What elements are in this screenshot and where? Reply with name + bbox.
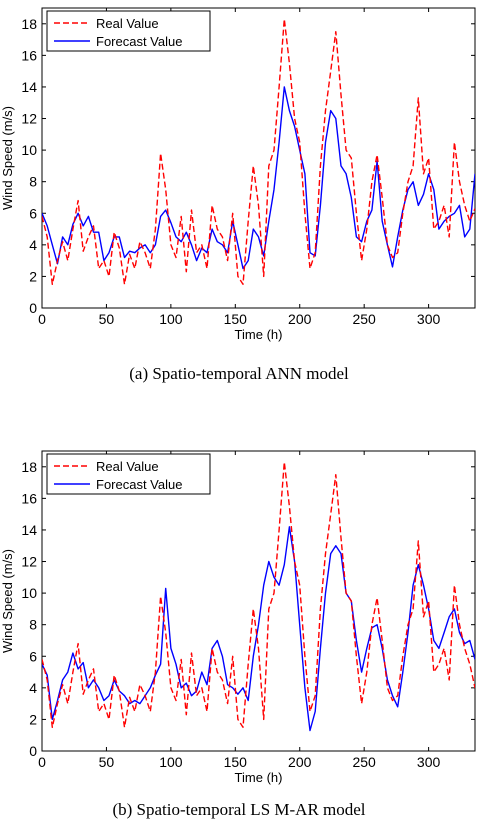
caption-a: (a) Spatio-temporal ANN model	[129, 364, 349, 383]
x-tick-label: 150	[224, 754, 248, 770]
x-tick-label: 300	[417, 754, 441, 770]
x-tick-label: 50	[99, 754, 115, 770]
legend-label: Real Value	[96, 16, 159, 31]
y-tick-label: 2	[29, 711, 37, 727]
legend-label: Forecast Value	[96, 34, 182, 49]
x-tick-label: 0	[38, 311, 46, 327]
x-tick-label: 100	[159, 311, 183, 327]
y-tick-label: 10	[21, 585, 37, 601]
plot-area	[41, 7, 476, 309]
legend: Real Value Forecast Value	[46, 453, 211, 495]
series-line-real-value	[42, 461, 475, 728]
series-line-real-value	[42, 18, 475, 285]
y-tick-label: 16	[21, 47, 37, 63]
x-tick-label: 50	[99, 311, 115, 327]
caption-b: (b) Spatio-temporal LS M-AR model	[112, 800, 366, 819]
x-tick-label: 0	[38, 754, 46, 770]
y-tick-label: 12	[21, 111, 37, 127]
x-tick-label: 100	[159, 754, 183, 770]
y-tick-label: 14	[21, 522, 37, 538]
legend-box	[46, 453, 211, 495]
x-tick-label: 200	[288, 311, 312, 327]
y-tick-label: 8	[29, 174, 37, 190]
y-tick-label: 16	[21, 490, 37, 506]
x-tick-label: 250	[352, 754, 376, 770]
chart-a: 0 50 100 150 200 250 300 0 2 4 6 8 10 12 14 16 18 Time (h…	[0, 7, 476, 342]
x-axis-label: Time (h)	[235, 327, 283, 342]
x-tick-label: 150	[224, 311, 248, 327]
y-tick-label: 6	[29, 648, 37, 664]
y-tick-label: 8	[29, 617, 37, 633]
y-tick-label: 10	[21, 142, 37, 158]
y-tick-label: 0	[29, 743, 37, 759]
y-tick-label: 2	[29, 268, 37, 284]
y-tick-label: 0	[29, 300, 37, 316]
y-tick-label: 18	[21, 16, 37, 32]
legend-box	[46, 10, 211, 52]
chart-b: 0 50 100 150 200 250 300 0 2 4 6 8 10 12 14 16 18 Time (h…	[0, 450, 476, 785]
legend-label: Real Value	[96, 459, 159, 474]
y-tick-label: 12	[21, 554, 37, 570]
y-tick-label: 6	[29, 205, 37, 221]
y-tick-label: 18	[21, 459, 37, 475]
y-axis-label: Wind Speed (m/s)	[0, 549, 15, 653]
y-tick-label: 4	[29, 680, 37, 696]
y-axis-label: Wind Speed (m/s)	[0, 106, 15, 210]
x-tick-label: 250	[352, 311, 376, 327]
legend: Real Value Forecast Value	[46, 10, 211, 52]
y-tick-label: 14	[21, 79, 37, 95]
plot-area	[41, 450, 476, 752]
x-tick-label: 300	[417, 311, 441, 327]
y-tick-label: 4	[29, 237, 37, 253]
x-tick-label: 200	[288, 754, 312, 770]
legend-label: Forecast Value	[96, 477, 182, 492]
x-axis-label: Time (h)	[235, 770, 283, 785]
